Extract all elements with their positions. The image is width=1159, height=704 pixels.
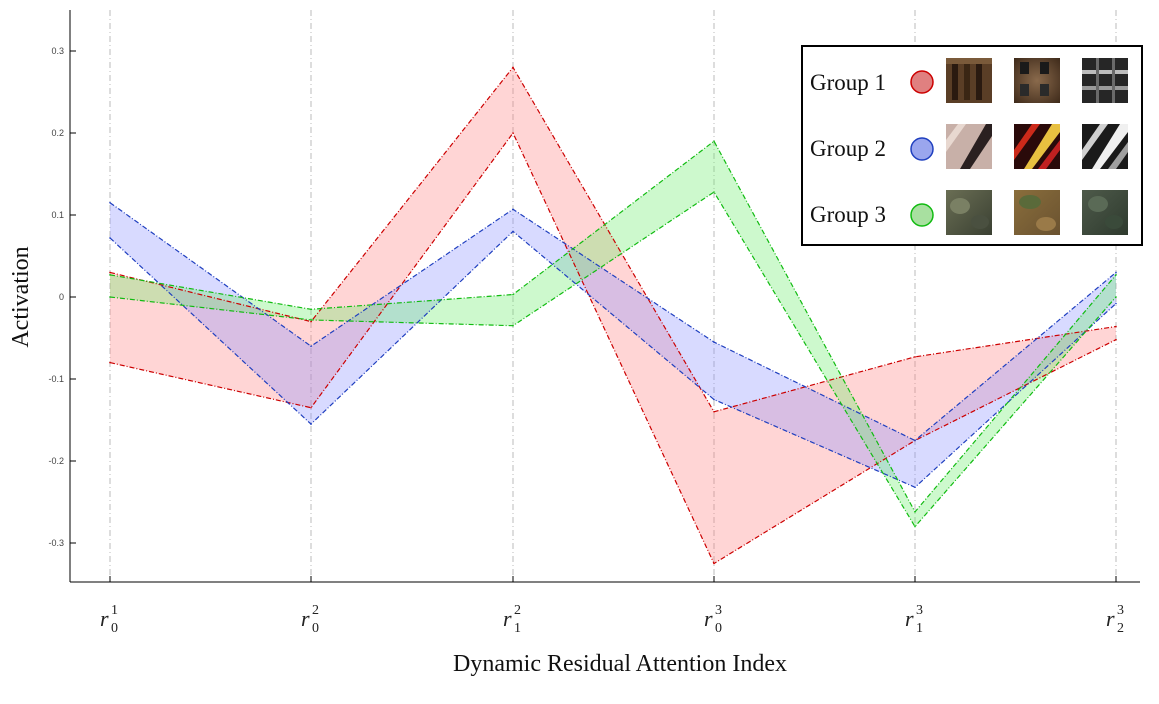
legend-marker-group-2 [910, 137, 934, 161]
x-tick-label: r 3 0 [704, 603, 722, 636]
x-tick-label: r 2 0 [301, 603, 319, 636]
point-lower-group-3 [310, 319, 312, 321]
x-tick-sup: 3 [1117, 603, 1124, 618]
x-tick-sub: 0 [312, 621, 319, 636]
y-tick-label: 0.2 [51, 128, 64, 138]
band-upper-line-group-3 [109, 140, 1117, 513]
point-lower-group-3 [512, 324, 514, 327]
x-tick-sup: 2 [514, 603, 521, 618]
band-upper-line-group-2 [109, 202, 1117, 442]
x-tick-base: r [905, 606, 914, 631]
point-upper-group-2 [512, 208, 514, 211]
x-tick-sub: 1 [514, 621, 521, 636]
y-tick-label: 0.1 [51, 210, 64, 220]
point-upper-group-1 [109, 271, 111, 274]
point-upper-group-1 [713, 411, 715, 413]
point-lower-group-1 [109, 361, 111, 364]
point-lower-group-1 [1115, 338, 1117, 341]
band-lower-line-group-1 [109, 131, 1117, 565]
thumbnail-diagonal-stripes-red [1014, 124, 1060, 169]
legend-label-group-2: Group 2 [810, 136, 886, 161]
point-upper-group-1 [914, 356, 916, 358]
x-tick-label: r 1 0 [100, 603, 118, 636]
point-lower-group-1 [713, 562, 715, 565]
legend-label-group-3: Group 3 [810, 202, 886, 227]
point-upper-group-3 [109, 274, 111, 276]
x-tick-sup: 2 [312, 603, 319, 618]
x-tick-base: r [503, 606, 512, 631]
thumbnail-diagonal-stripes-gray [1082, 124, 1128, 169]
band-fill-group-2 [110, 202, 1116, 488]
thumbnail-foliage-gray [946, 190, 992, 235]
band-upper-line-group-1 [109, 66, 1117, 413]
x-tick-sup: 3 [715, 603, 722, 618]
point-upper-group-2 [914, 439, 916, 442]
point-upper-group-3 [914, 511, 916, 513]
point-lower-group-1 [512, 132, 514, 134]
point-lower-group-2 [1115, 302, 1117, 305]
x-tick-label: r 2 1 [503, 603, 521, 636]
point-upper-group-2 [310, 345, 312, 348]
thumbnail-dark-window-grid [1082, 58, 1128, 103]
point-upper-group-2 [713, 341, 715, 343]
thumbnail-foliage-brown [1014, 190, 1060, 235]
y-tick-label: 0.3 [51, 46, 64, 56]
legend-label-group-1: Group 1 [810, 70, 886, 95]
band-lines [109, 66, 1117, 565]
thumbnail-diagonal-stripes-light [946, 124, 992, 169]
point-lower-group-2 [310, 423, 312, 425]
x-tick-sup: 1 [111, 603, 118, 618]
point-upper-group-1 [512, 66, 514, 69]
x-tick-base: r [1106, 606, 1115, 631]
y-tick-label: -0.1 [48, 374, 64, 384]
point-lower-group-2 [109, 237, 111, 239]
x-axis-title: Dynamic Residual Attention Index [453, 651, 787, 677]
legend: Group 1 [801, 45, 1143, 246]
legend-marker-group-3 [910, 203, 934, 227]
x-ticks: r 10 r 20 r 21 r 30 r 31 r 32 [100, 576, 1124, 636]
y-tick-label: -0.2 [48, 456, 64, 466]
point-lower-group-1 [310, 406, 312, 409]
x-tick-sub: 0 [111, 621, 118, 636]
y-tick-label: -0.3 [48, 538, 64, 548]
point-lower-group-3 [914, 525, 916, 528]
point-lower-group-2 [713, 398, 715, 401]
x-tick-sup: 3 [916, 603, 923, 618]
x-tick-sub: 2 [1117, 621, 1124, 636]
point-upper-group-2 [1115, 271, 1117, 274]
y-ticks: -0.3 -0.2 -0.1 0 0.1 0.2 0.3 [48, 46, 76, 548]
band-lower-line-group-2 [109, 230, 1117, 488]
point-upper-group-2 [109, 201, 111, 204]
point-upper-group-3 [713, 140, 715, 142]
point-lower-group-3 [713, 191, 715, 193]
x-tick-label: r 3 2 [1106, 603, 1124, 636]
point-upper-group-3 [512, 293, 514, 296]
thumbnail-foliage-dark [1082, 190, 1128, 235]
x-tick-sub: 1 [916, 621, 923, 636]
legend-marker-group-1 [910, 70, 934, 94]
point-lower-group-2 [512, 230, 514, 233]
point-lower-group-3 [1115, 296, 1117, 298]
point-lower-group-3 [109, 296, 111, 298]
x-tick-base: r [704, 606, 713, 631]
y-tick-label: 0 [59, 292, 64, 302]
point-upper-group-3 [310, 308, 312, 311]
point-upper-group-3 [1115, 274, 1117, 276]
point-upper-group-1 [310, 320, 312, 323]
y-axis-title: Activation [8, 246, 34, 347]
x-tick-base: r [301, 606, 310, 631]
point-upper-group-1 [1115, 325, 1117, 328]
x-tick-base: r [100, 606, 109, 631]
point-lower-group-2 [914, 486, 916, 489]
band-fill-group-3 [110, 141, 1116, 527]
thumbnail-brick-building-windows [1014, 58, 1060, 103]
thumbnail-brown-facade [946, 58, 992, 103]
x-tick-sub: 0 [715, 621, 722, 636]
x-tick-label: r 3 1 [905, 603, 923, 636]
